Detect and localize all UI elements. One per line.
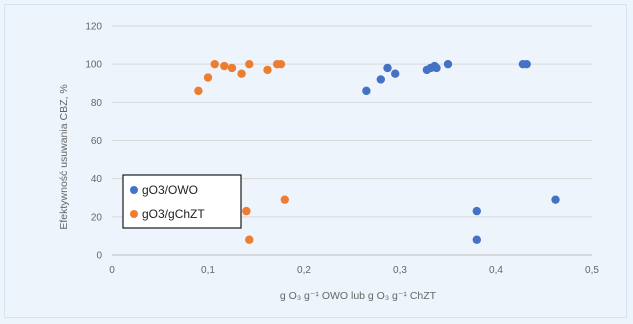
legend-marker-series-2: [130, 210, 138, 218]
data-point-series-1: [383, 63, 392, 73]
x-tick-label: 0,2: [297, 265, 311, 276]
data-point-series-2: [194, 86, 203, 96]
y-axis-title: Efektywność usuwania CBZ, %: [58, 84, 70, 229]
data-point-series-1: [376, 75, 385, 84]
x-tick-label: 0: [109, 265, 115, 276]
chart-frame: [4, 4, 627, 318]
data-point-series-1: [472, 206, 481, 216]
y-tick-label: 0: [96, 251, 102, 262]
data-point-series-1: [522, 59, 531, 69]
data-point-series-2: [242, 206, 251, 216]
data-point-series-2: [227, 63, 237, 73]
x-tick-label: 0,4: [489, 265, 503, 276]
data-point-series-2: [245, 235, 254, 244]
data-point-series-1: [472, 235, 481, 244]
y-tick-label: 80: [91, 98, 103, 109]
data-point-series-2: [220, 61, 229, 71]
data-point-series-2: [276, 59, 286, 69]
data-point-series-1: [443, 59, 453, 69]
y-tick-label: 100: [85, 60, 102, 71]
legend-label-series-2: gO3/gChZT: [142, 207, 205, 221]
tick-labels: 0 20 40 60 80 100 120 0 0,1 0,2 0,3 0,4 0,5: [85, 22, 599, 277]
data-point-series-1: [391, 69, 400, 78]
data-points: [194, 59, 560, 244]
legend-label-series-1: gO3/OWO: [142, 183, 198, 197]
y-tick-label: 40: [91, 174, 103, 185]
x-axis-title: g O₃ g⁻¹ OWO lub g O₃ g⁻¹ ChZT: [280, 290, 437, 302]
x-tick-label: 0,3: [393, 265, 407, 276]
x-tick-label: 0,5: [585, 265, 599, 276]
data-point-series-2: [237, 69, 246, 78]
data-point-series-2: [263, 65, 272, 75]
y-tick-label: 120: [85, 22, 102, 33]
data-point-series-2: [245, 59, 254, 69]
y-tick-label: 20: [91, 212, 103, 223]
data-point-series-1: [551, 195, 560, 204]
legend-marker-series-1: [130, 186, 138, 194]
x-tick-label: 0,1: [201, 265, 215, 276]
legend-box: [122, 174, 242, 229]
legend: gO3/OWO gO3/gChZT: [122, 174, 242, 229]
data-point-series-1: [432, 63, 441, 73]
data-point-series-2: [210, 59, 219, 69]
data-point-series-1: [362, 86, 371, 96]
data-point-series-2: [280, 195, 289, 204]
data-point-series-2: [203, 73, 213, 82]
y-tick-label: 60: [91, 136, 103, 147]
